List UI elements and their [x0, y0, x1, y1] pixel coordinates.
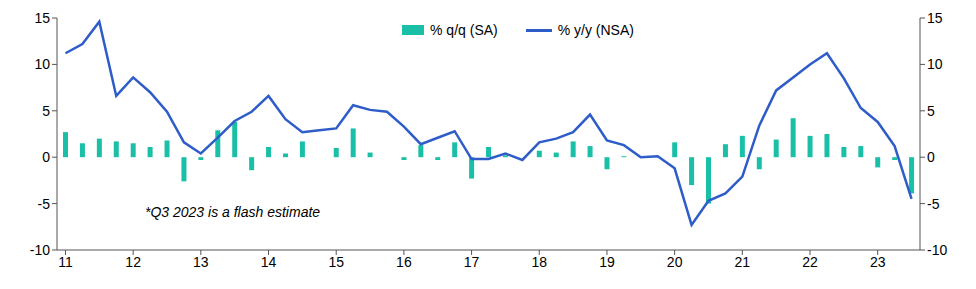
- html-text:*Q3 2023 is a flash estimate: *Q3 2023 is a flash estimate: [145, 204, 321, 220]
- svg-text:0: 0: [42, 149, 50, 165]
- html-text:% q/q (SA): % q/q (SA): [430, 22, 498, 38]
- svg-text:-10: -10: [927, 242, 947, 258]
- html-text:% y/y (NSA): % y/y (NSA): [557, 22, 634, 38]
- svg-text:-5: -5: [927, 196, 940, 212]
- svg-text:22: 22: [802, 254, 818, 270]
- svg-text:10: 10: [34, 56, 50, 72]
- svg-text:17: 17: [464, 254, 480, 270]
- svg-text:18: 18: [531, 254, 547, 270]
- svg-text:21: 21: [735, 254, 751, 270]
- svg-text:5: 5: [927, 103, 935, 119]
- svg-text:-5: -5: [38, 196, 51, 212]
- svg-text:11: 11: [58, 254, 73, 270]
- svg-text:5: 5: [42, 103, 50, 119]
- svg-text:19: 19: [599, 254, 615, 270]
- svg-text:10: 10: [927, 56, 943, 72]
- svg-text:23: 23: [870, 254, 886, 270]
- svg-text:12: 12: [125, 254, 141, 270]
- svg-text:13: 13: [193, 254, 209, 270]
- svg-text:14: 14: [261, 254, 277, 270]
- svg-text:15: 15: [927, 10, 943, 26]
- svg-text:16: 16: [396, 254, 412, 270]
- svg-text:20: 20: [667, 254, 683, 270]
- svg-text:15: 15: [34, 10, 50, 26]
- svg-text:-10: -10: [30, 242, 50, 258]
- svg-text:15: 15: [328, 254, 344, 270]
- svg-text:0: 0: [927, 149, 935, 165]
